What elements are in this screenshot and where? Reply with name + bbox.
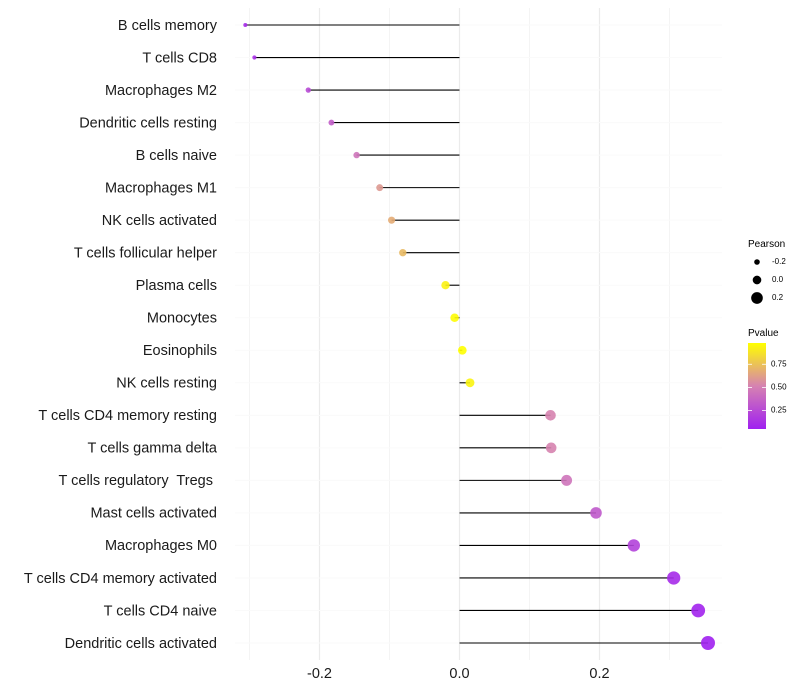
lollipop-point: [441, 281, 450, 290]
lollipop-point: [545, 442, 557, 454]
lollipop-point: [627, 539, 640, 552]
x-tick-label: -0.2: [307, 666, 332, 682]
y-tick-label: T cells CD4 memory resting: [38, 408, 217, 424]
lollipop-point: [450, 313, 459, 322]
y-tick-label: T cells follicular helper: [74, 246, 217, 262]
lollipop-point: [328, 119, 335, 126]
color-legend-bar: [748, 343, 766, 429]
y-tick-label: Eosinophils: [143, 343, 217, 359]
lollipop-point: [667, 571, 681, 585]
y-tick-label: Monocytes: [147, 311, 217, 327]
x-tick-label: 0.2: [589, 666, 609, 682]
color-legend-label: 0.50: [771, 382, 787, 391]
y-tick-label: Dendritic cells activated: [65, 636, 217, 652]
x-axis-labels: -0.2 0.0 0.2: [307, 666, 610, 682]
lollipop-point: [243, 23, 248, 27]
size-legend-key: [752, 275, 762, 285]
y-tick-label: T cells CD8: [142, 50, 217, 66]
color-legend-ticks: 0.25 0.50 0.75: [748, 359, 787, 415]
lollipop-point: [465, 378, 475, 388]
stems: [245, 24, 708, 644]
color-legend-label: 0.75: [771, 359, 787, 368]
y-tick-label: Macrophages M1: [105, 180, 217, 196]
lollipop-point: [353, 151, 360, 159]
size-legend-label: 0.2: [772, 293, 784, 302]
size-legend-title: Pearson: [748, 239, 785, 250]
y-tick-label: Macrophages M0: [105, 538, 217, 554]
legend: Pearson -0.2 0.0 0.2 Pvalue 0.25 0.50 0.75: [748, 239, 787, 429]
size-legend-key: [754, 259, 760, 265]
lollipop-point: [305, 87, 311, 93]
lollipop-point: [388, 216, 396, 224]
points: [243, 23, 715, 650]
y-tick-label: T cells regulatory Tregs: [59, 473, 218, 489]
y-tick-label: NK cells resting: [116, 376, 217, 392]
lollipop-point: [399, 248, 407, 257]
lollipop-point: [376, 184, 384, 192]
color-legend-label: 0.25: [771, 406, 787, 415]
y-tick-label: T cells gamma delta: [88, 441, 218, 457]
lollipop-point: [545, 410, 556, 421]
y-tick-label: T cells CD4 memory activated: [24, 571, 217, 587]
y-tick-label: Dendritic cells resting: [79, 115, 217, 131]
y-axis-labels: B cells memory T cells CD8 Macrophages M2 D…: [24, 18, 218, 652]
y-tick-label: T cells CD4 naive: [104, 603, 217, 619]
size-legend: -0.2 0.0 0.2: [751, 257, 786, 304]
y-tick-label: Mast cells activated: [90, 506, 217, 522]
lollipop-point: [252, 55, 257, 60]
x-tick-label: 0.0: [449, 666, 469, 682]
size-legend-label: -0.2: [772, 257, 786, 266]
lollipop-point: [701, 636, 715, 650]
lollipop-point: [561, 474, 573, 486]
y-tick-label: Plasma cells: [136, 278, 217, 294]
lollipop-point: [457, 345, 467, 355]
y-tick-label: B cells naive: [136, 148, 217, 164]
size-legend-label: 0.0: [772, 275, 784, 284]
size-legend-key: [751, 292, 763, 304]
lollipop-point: [691, 603, 706, 618]
color-legend-title: Pvalue: [748, 328, 779, 339]
y-tick-label: Macrophages M2: [105, 83, 217, 99]
gridlines: [235, 8, 722, 660]
y-tick-label: B cells memory: [118, 18, 218, 34]
lollipop-point: [590, 507, 602, 519]
y-tick-label: NK cells activated: [102, 213, 217, 229]
